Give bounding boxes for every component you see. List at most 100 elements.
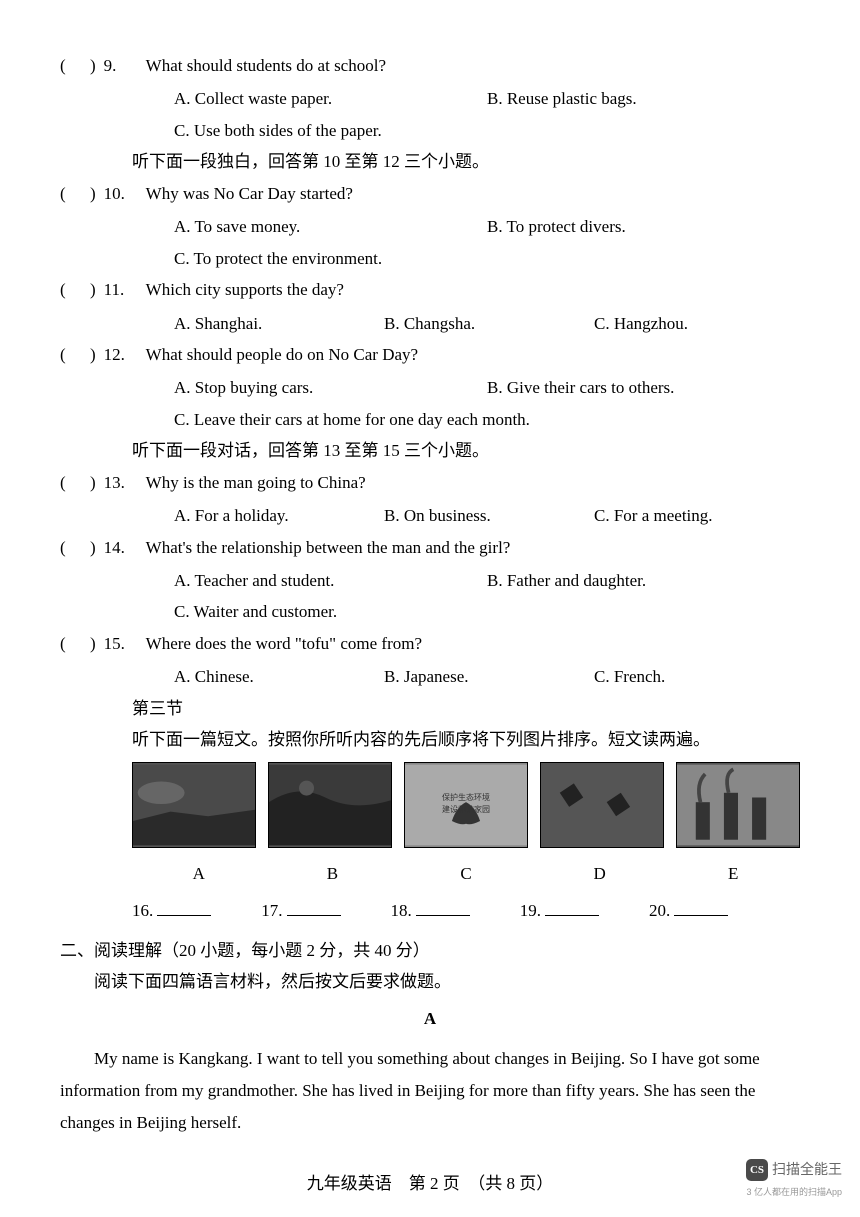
- question-text: Which city supports the day?: [146, 274, 800, 305]
- bracket-open: (: [60, 50, 90, 81]
- option-b: B. Changsha.: [384, 308, 594, 339]
- bracket-close: ): [90, 467, 96, 498]
- underline[interactable]: [674, 915, 728, 916]
- question-number: 9.: [104, 50, 146, 81]
- blank-18: 18.: [391, 895, 470, 926]
- option-b: B. Japanese.: [384, 661, 594, 692]
- underline[interactable]: [287, 915, 341, 916]
- bracket-close: ): [90, 532, 96, 563]
- image-b: [268, 762, 392, 848]
- question-9: ( ) 9. What should students do at school…: [60, 50, 800, 81]
- instruction-2: 听下面一段对话，回答第 13 至第 15 三个小题。: [132, 435, 800, 466]
- q14-options-ab: A. Teacher and student. B. Father and da…: [174, 565, 800, 596]
- images-row: 保护生态环境 建设和谐家园: [132, 762, 800, 848]
- blank-17: 17.: [261, 895, 340, 926]
- question-text: Why is the man going to China?: [146, 467, 800, 498]
- passage-text: My name is Kangkang. I want to tell you …: [60, 1043, 800, 1140]
- question-text: Why was No Car Day started?: [146, 178, 800, 209]
- instruction-1: 听下面一段独白，回答第 10 至第 12 三个小题。: [132, 146, 800, 177]
- image-d: [540, 762, 664, 848]
- label-e: E: [666, 858, 800, 889]
- option-c: C. Waiter and customer.: [174, 596, 800, 627]
- option-c: C. For a meeting.: [594, 500, 800, 531]
- bracket-close: ): [90, 50, 96, 81]
- section-3-title: 第三节: [132, 693, 800, 724]
- question-text: What should students do at school?: [146, 50, 800, 81]
- question-number: 13.: [104, 467, 146, 498]
- option-c: C. To protect the environment.: [174, 243, 800, 274]
- option-c: C. Leave their cars at home for one day …: [174, 404, 800, 435]
- q12-options-ab: A. Stop buying cars. B. Give their cars …: [174, 372, 800, 403]
- q11-options: A. Shanghai. B. Changsha. C. Hangzhou.: [174, 308, 800, 339]
- option-b: B. Father and daughter.: [487, 565, 800, 596]
- question-13: ( ) 13. Why is the man going to China?: [60, 467, 800, 498]
- question-number: 15.: [104, 628, 146, 659]
- option-a: A. Stop buying cars.: [174, 372, 487, 403]
- blank-16: 16.: [132, 895, 211, 926]
- label-c: C: [399, 858, 533, 889]
- option-a: A. Teacher and student.: [174, 565, 487, 596]
- option-a: A. Collect waste paper.: [174, 83, 487, 114]
- bracket-close: ): [90, 178, 96, 209]
- question-11: ( ) 11. Which city supports the day?: [60, 274, 800, 305]
- question-number: 12.: [104, 339, 146, 370]
- question-text: What's the relationship between the man …: [146, 532, 800, 563]
- question-text: What should people do on No Car Day?: [146, 339, 800, 370]
- option-b: B. Reuse plastic bags.: [487, 83, 800, 114]
- question-15: ( ) 15. Where does the word "tofu" come …: [60, 628, 800, 659]
- option-a: A. For a holiday.: [174, 500, 384, 531]
- option-b: B. Give their cars to others.: [487, 372, 800, 403]
- blanks-row: 16. 17. 18. 19. 20.: [132, 895, 800, 926]
- label-a: A: [132, 858, 266, 889]
- page-footer: 九年级英语 第 2 页 （共 8 页）: [60, 1168, 800, 1199]
- option-c: C. Use both sides of the paper.: [174, 115, 800, 146]
- section-2-prefix: 二、: [60, 935, 94, 966]
- option-c: C. Hangzhou.: [594, 308, 800, 339]
- bracket-close: ): [90, 274, 96, 305]
- image-c: 保护生态环境 建设和谐家园: [404, 762, 528, 848]
- q9-options-ab: A. Collect waste paper. B. Reuse plastic…: [174, 83, 800, 114]
- bracket-close: ): [90, 628, 96, 659]
- blank-19: 19.: [520, 895, 599, 926]
- blank-20: 20.: [649, 895, 728, 926]
- option-a: A. To save money.: [174, 211, 487, 242]
- bracket-open: (: [60, 274, 90, 305]
- label-d: D: [533, 858, 667, 889]
- bracket-open: (: [60, 339, 90, 370]
- bracket-close: ): [90, 339, 96, 370]
- bracket-open: (: [60, 467, 90, 498]
- watermark-icon: CS: [746, 1159, 768, 1181]
- image-a: [132, 762, 256, 848]
- question-number: 14.: [104, 532, 146, 563]
- watermark: CS 扫描全能王 3 亿人都在用的扫描App: [746, 1152, 842, 1201]
- bracket-open: (: [60, 628, 90, 659]
- q15-options: A. Chinese. B. Japanese. C. French.: [174, 661, 800, 692]
- bracket-open: (: [60, 178, 90, 209]
- question-14: ( ) 14. What's the relationship between …: [60, 532, 800, 563]
- question-number: 10.: [104, 178, 146, 209]
- underline[interactable]: [157, 915, 211, 916]
- passage-label-a: A: [60, 1003, 800, 1034]
- image-c-text2: 建设和谐家园: [405, 803, 527, 818]
- option-b: B. To protect divers.: [487, 211, 800, 242]
- option-a: A. Shanghai.: [174, 308, 384, 339]
- label-b: B: [266, 858, 400, 889]
- watermark-sub: 3 亿人都在用的扫描App: [746, 1184, 842, 1201]
- q13-options: A. For a holiday. B. On business. C. For…: [174, 500, 800, 531]
- section-2-sub: 阅读下面四篇语言材料，然后按文后要求做题。: [94, 966, 800, 997]
- option-c: C. French.: [594, 661, 800, 692]
- q10-options-ab: A. To save money. B. To protect divers.: [174, 211, 800, 242]
- question-12: ( ) 12. What should people do on No Car …: [60, 339, 800, 370]
- section-2-title: 阅读理解（20 小题，每小题 2 分，共 40 分）: [94, 935, 430, 966]
- option-b: B. On business.: [384, 500, 594, 531]
- image-labels: A B C D E: [132, 858, 800, 889]
- section-2: 二、 阅读理解（20 小题，每小题 2 分，共 40 分） 阅读下面四篇语言材料…: [60, 935, 800, 1035]
- watermark-text: 扫描全能王: [772, 1157, 842, 1183]
- option-a: A. Chinese.: [174, 661, 384, 692]
- underline[interactable]: [545, 915, 599, 916]
- bracket-open: (: [60, 532, 90, 563]
- question-10: ( ) 10. Why was No Car Day started?: [60, 178, 800, 209]
- underline[interactable]: [416, 915, 470, 916]
- image-e: [676, 762, 800, 848]
- question-number: 11.: [104, 274, 146, 305]
